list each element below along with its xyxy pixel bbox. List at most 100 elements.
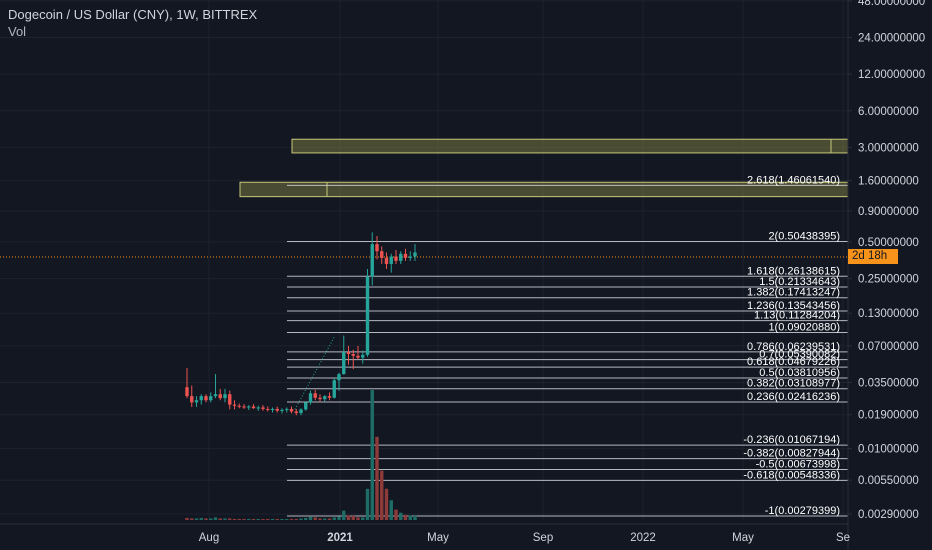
fib-level-label: -0.236(0.01067194) — [743, 434, 840, 446]
candle-body — [365, 276, 370, 355]
y-tick-label: 0.01000000 — [858, 444, 919, 456]
fib-level-label: 1.13(0.11284204) — [754, 310, 840, 322]
fib-level-label: -0.382(0.00827944) — [743, 448, 840, 460]
resistance-zone — [291, 138, 849, 154]
volume-bar — [289, 518, 294, 520]
trend-line — [294, 335, 336, 410]
candle-body — [275, 408, 279, 411]
x-tick-label: 2021 — [327, 532, 353, 544]
candle-body — [299, 409, 303, 414]
candle-body — [213, 394, 218, 397]
volume-bar — [294, 518, 298, 520]
fib-level-label: 1.618(0.26138615) — [747, 265, 840, 277]
volume-bar — [270, 518, 275, 520]
countdown-tag: 2d 18h — [848, 249, 898, 264]
candle-body — [337, 374, 341, 381]
candle-body — [375, 244, 379, 252]
candle-body — [237, 405, 241, 407]
y-tick-label: 0.90000000 — [858, 206, 919, 218]
candle-body — [346, 352, 351, 354]
fib-level-label: -1(0.00279399) — [765, 505, 840, 517]
volume-bar — [237, 518, 241, 520]
y-tick-label: 0.07000000 — [858, 341, 919, 353]
volume-bar — [199, 517, 203, 520]
candle-body — [370, 244, 374, 277]
volume-label: Vol — [8, 24, 27, 39]
volume-bar — [185, 517, 189, 520]
candle-body — [327, 396, 332, 398]
volume-bar — [389, 500, 393, 520]
volume-bar — [318, 518, 322, 520]
fib-level-label: 1(0.09020880) — [768, 321, 840, 333]
volume-bar — [408, 515, 412, 520]
volume-bar — [323, 518, 327, 520]
y-tick-label: 24.00000000 — [858, 33, 925, 45]
volume-bar — [384, 488, 389, 520]
candle-body — [389, 256, 393, 264]
fib-level-label: 1.236(0.13543456) — [747, 300, 840, 312]
fib-level-label: 1.5(0.21334643) — [759, 276, 840, 288]
y-tick-label: 6.00000000 — [858, 106, 919, 118]
candle-body — [218, 394, 222, 399]
volume-bar — [327, 518, 332, 520]
candle-body — [394, 256, 398, 261]
x-tick-label: Se — [836, 532, 850, 544]
x-tick-label: May — [427, 532, 449, 544]
volume-bar — [261, 518, 265, 520]
y-tick-label: 12.00000000 — [858, 69, 925, 81]
candle-body — [285, 408, 289, 410]
candle-body — [399, 253, 403, 261]
fib-level-label: 0.5(0.03810956) — [759, 367, 840, 379]
candle-body — [342, 352, 346, 375]
candle-body — [351, 353, 355, 356]
volume-bar — [256, 518, 260, 520]
candle-body — [194, 400, 199, 403]
y-tick-label: 0.50000000 — [858, 237, 919, 249]
chart-legend: Dogecoin / US Dollar (CNY), 1W, BITTREX … — [8, 6, 257, 40]
volume-bar — [251, 518, 256, 520]
volume-bar — [313, 517, 317, 520]
volume-bar — [232, 518, 237, 520]
candle-body — [247, 406, 251, 408]
candle-body — [256, 407, 260, 409]
volume-bar — [223, 518, 227, 520]
candle-body — [408, 256, 412, 258]
y-tick-label: 0.25000000 — [858, 274, 919, 286]
volume-bar — [194, 518, 199, 520]
fib-level-label: -0.5(0.00673998) — [756, 458, 840, 470]
volume-bar — [413, 515, 417, 520]
candle-body — [261, 407, 265, 409]
volume-bar — [375, 436, 379, 520]
candle-body — [289, 408, 294, 412]
volume-bar — [394, 509, 398, 520]
candle-body — [403, 253, 408, 258]
volume-bar — [351, 515, 355, 520]
candle-body — [413, 252, 417, 257]
volume-bar — [380, 470, 384, 520]
volume-bar — [285, 518, 289, 520]
candle-body — [266, 408, 270, 410]
volume-bar — [337, 516, 341, 520]
candle-body — [199, 396, 203, 401]
candle-body — [209, 396, 213, 401]
volume-bar — [280, 518, 284, 520]
x-tick-label: Sep — [533, 532, 553, 544]
fib-level-label: 2.618(1.46061540) — [747, 174, 840, 186]
y-tick-label: 0.00550000 — [858, 475, 919, 487]
volume-bar — [346, 515, 351, 520]
y-tick-label: 0.01900000 — [858, 410, 919, 422]
candle-body — [204, 396, 208, 401]
candle-body — [384, 257, 389, 264]
candle-body — [332, 380, 336, 398]
candle-body — [304, 402, 308, 410]
fib-level-label: 0.382(0.03108977) — [747, 378, 840, 390]
volume-bar — [370, 390, 374, 520]
volume-bar — [304, 517, 308, 520]
fib-level-label: 0.786(0.06239531) — [747, 341, 840, 353]
fib-level-label: -0.618(0.00548336) — [743, 469, 840, 481]
volume-bar — [218, 518, 222, 520]
y-tick-label: 0.00290000 — [858, 509, 919, 521]
candle-body — [294, 411, 298, 414]
volume-bar — [228, 518, 232, 520]
